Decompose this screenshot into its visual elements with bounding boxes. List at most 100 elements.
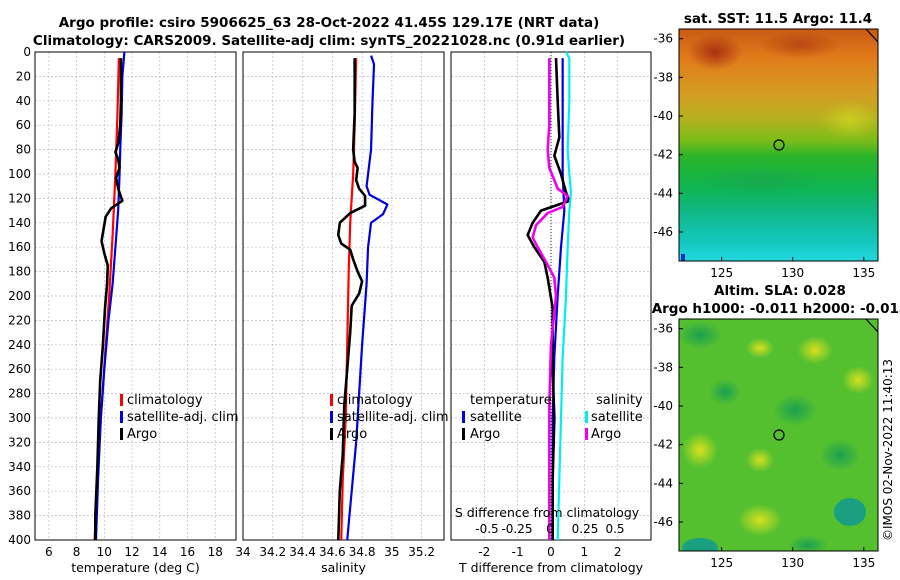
sla-map-title: Altim. SLA: 0.028 [714,283,846,299]
map-y-tick-label: -40 [653,399,673,413]
legend-swatch [585,411,588,423]
sla-map-image [678,319,878,558]
y-tick-label: 340 [8,460,31,474]
map-x-tick-label: 135 [852,266,875,280]
x-tick-label-salinity: -0.5 [475,522,498,536]
y-tick-label: 60 [16,118,31,132]
y-tick-label: 300 [8,411,31,425]
x-tick-label: 1 [581,545,589,559]
x-tick-label: 10 [97,545,112,559]
map-y-tick-label: -44 [653,186,673,200]
y-tick-label: 280 [8,387,31,401]
x-axis-top-label: S difference from climatology [455,505,640,520]
x-tick-label: 14 [152,545,167,559]
y-tick-label: 320 [8,435,31,449]
y-tick-label: 40 [16,94,31,108]
x-tick-label-salinity: 0 [546,522,554,536]
legend-label: climatology [337,393,413,408]
legend-swatch [330,411,333,423]
map-y-tick-label: -46 [653,515,673,529]
x-tick-label: 6 [45,545,53,559]
legend-label: Argo [127,427,157,442]
map-x-tick-label: 130 [781,556,804,570]
x-tick-label: 2 [614,545,622,559]
series-line-argo [338,58,365,540]
x-tick-label: 34 [235,545,250,559]
x-axis-label: salinity [321,560,366,575]
legend-label: Argo [591,427,621,442]
y-tick-label: 20 [16,69,31,83]
y-tick-label: 220 [8,313,31,327]
sst-map-title: sat. SST: 11.5 Argo: 11.4 [684,11,872,27]
x-axis-label: temperature (deg C) [71,560,200,575]
map-y-tick-label: -44 [653,476,673,490]
legend-label: Argo [470,427,500,442]
y-tick-label: 200 [8,289,31,303]
x-tick-label: 34.8 [349,545,376,559]
x-tick-label: 16 [180,545,195,559]
x-tick-label: 8 [73,545,81,559]
argo-profile-figure: Argo profile: csiro 5906625_63 28-Oct-20… [0,0,900,580]
x-tick-label-salinity: -0.25 [501,522,532,536]
x-tick-label-salinity: 0.5 [605,522,624,536]
y-tick-label: 80 [16,143,31,157]
y-tick-label: 0 [23,45,31,59]
legend-label: satellite [470,410,522,425]
map-y-tick-label: -36 [653,322,673,336]
map-x-tick-label: 130 [781,266,804,280]
x-tick-label: 0 [547,545,555,559]
map-x-tick-label: 125 [710,266,733,280]
legend-label: satellite-adj. clim [337,410,449,425]
x-tick-label: 35 [384,545,399,559]
y-tick-label: 240 [8,338,31,352]
x-tick-label: 34.4 [289,545,316,559]
legend-swatch [120,411,123,423]
map-x-tick-label: 135 [852,556,875,570]
legend-swatch [462,428,465,440]
map-x-tick-label: 125 [710,556,733,570]
y-tick-label: 400 [8,533,31,547]
legend-label: salinity [596,393,643,408]
difference-panel: -2 -1 0 1 2T difference from climatology temp… [451,52,651,575]
legend-swatch [120,394,123,406]
y-tick-label: 180 [8,265,31,279]
x-tick-label: -2 [478,545,490,559]
x-tick-label: 12 [124,545,139,559]
figure-title-line1: Argo profile: csiro 5906625_63 28-Oct-20… [59,15,600,31]
y-tick-label: 360 [8,484,31,498]
y-tick-label: 120 [8,191,31,205]
x-tick-label: 34.2 [259,545,286,559]
map-y-tick-label: -38 [653,360,673,374]
legend-swatch [120,428,123,440]
y-tick-label: 260 [8,362,31,376]
map-y-tick-label: -38 [653,70,673,84]
x-tick-label: 34.6 [319,545,346,559]
y-tick-label: 100 [8,167,31,181]
x-tick-label: 35.2 [408,545,435,559]
temperature-panel: 0 20 40 60 80 100 120 140 160 180 200 220 240 260 280 3… [8,45,239,575]
x-tick-label: -1 [512,545,524,559]
map-y-tick-label: -42 [653,148,673,162]
figure-title-line2: Climatology: CARS2009. Satellite-adj cli… [33,33,625,49]
y-tick-label: 160 [8,240,31,254]
y-tick-label: 380 [8,509,31,523]
legend-swatch [462,411,465,423]
legend-swatch [330,394,333,406]
legend-label: Argo [337,427,367,442]
legend-label: climatology [127,393,203,408]
credit-text: ©IMOS 02-Nov-2022 11:40:13 [881,359,895,541]
x-tick-label-salinity: 0.25 [572,522,599,536]
y-tick-label: 140 [8,216,31,230]
map-y-tick-label: -42 [653,438,673,452]
x-tick-label: 18 [208,545,223,559]
legend-swatch [585,428,588,440]
legend-label: satellite-adj. clim [127,410,239,425]
legend-swatch [330,428,333,440]
map-y-tick-label: -46 [653,225,673,239]
legend-label: satellite [591,410,643,425]
map-y-tick-label: -36 [653,32,673,46]
sst-map-image [679,29,880,261]
salinity-panel: 34 34.2 34.4 34.6 34.8 35 35.2 salinity climatol… [235,52,448,575]
legend-label: temperature [470,393,552,408]
map-y-tick-label: -40 [653,109,673,123]
